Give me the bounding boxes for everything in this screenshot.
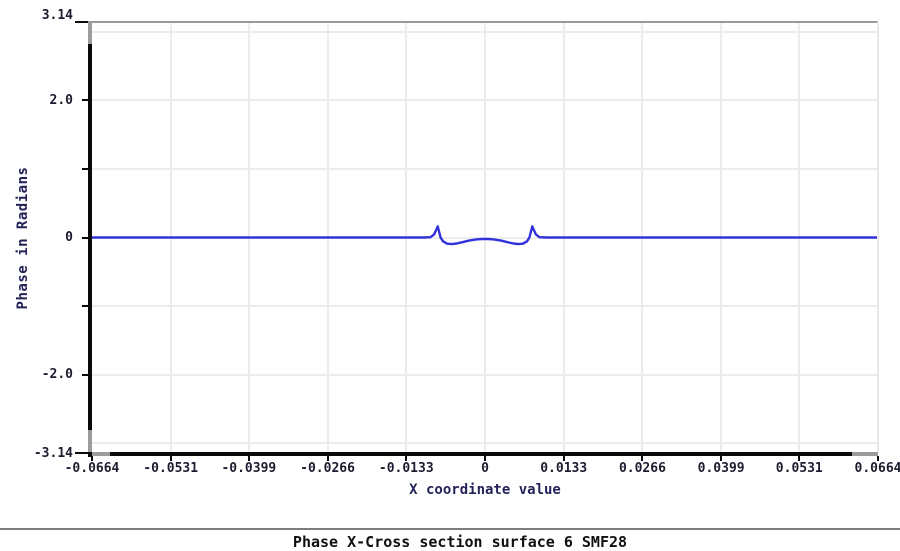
x-tick-mark <box>405 456 408 461</box>
plot-border-top <box>92 21 878 23</box>
x-axis-line <box>88 452 878 456</box>
x-axis-title: X coordinate value <box>409 482 561 498</box>
gridline-horizontal <box>92 442 878 445</box>
y-tick-label: -2.0 <box>41 367 73 383</box>
x-tick-mark <box>562 456 565 461</box>
y-tick-mark <box>82 236 88 239</box>
y-tick-mark <box>82 167 88 170</box>
plot-border-right <box>877 22 879 453</box>
gridline-horizontal <box>92 99 878 102</box>
y-tick-label: -3.14 <box>33 445 73 461</box>
x-tick-mark <box>169 456 172 461</box>
y-axis-shadow-top <box>88 21 92 44</box>
y-axis-shadow-bottom <box>88 430 92 453</box>
phase-line-series <box>90 225 880 246</box>
y-tick-label: 0 <box>65 230 73 245</box>
y-tick-mark <box>82 305 88 308</box>
x-tick-label: 0.0399 <box>697 461 745 476</box>
x-tick-mark <box>91 456 93 461</box>
y-tick-mark <box>82 373 88 376</box>
x-tick-mark <box>720 456 723 461</box>
x-tick-label: -0.0664 <box>64 461 120 476</box>
gridline-horizontal <box>92 373 878 376</box>
x-tick-label: -0.0399 <box>221 461 277 476</box>
x-tick-label: 0.0266 <box>618 461 666 476</box>
gridline-horizontal <box>92 305 878 308</box>
x-tick-mark <box>326 456 329 461</box>
y-tick-label: 2.0 <box>49 92 73 108</box>
x-tick-label: 0 <box>481 461 489 476</box>
gridline-horizontal <box>92 167 878 170</box>
y-tick-mark <box>82 99 88 102</box>
x-tick-mark <box>798 456 801 461</box>
x-tick-label: -0.0133 <box>378 461 434 476</box>
x-tick-label: 0.0133 <box>540 461 588 476</box>
y-tick-mark <box>75 452 88 454</box>
y-tick-mark <box>75 21 88 23</box>
x-axis-shadow-right <box>852 452 878 456</box>
x-axis-shadow-left <box>92 452 110 456</box>
y-axis-line <box>88 21 92 457</box>
x-tick-label: -0.0266 <box>300 461 355 476</box>
x-tick-label: 0.0664 <box>854 461 900 476</box>
gridline-horizontal <box>92 236 878 239</box>
x-tick-mark <box>641 456 644 461</box>
gridline-horizontal <box>92 30 878 33</box>
x-tick-label: -0.0531 <box>143 461 199 476</box>
x-tick-mark <box>484 456 486 461</box>
chart-title: Phase X-Cross section surface 6 SMF28 <box>292 533 628 551</box>
footer-separator-line <box>0 528 900 530</box>
y-tick-label: 3.14 <box>41 7 73 23</box>
x-tick-mark <box>247 456 250 461</box>
x-tick-mark <box>877 456 879 461</box>
x-tick-label: 0.0531 <box>775 461 823 476</box>
